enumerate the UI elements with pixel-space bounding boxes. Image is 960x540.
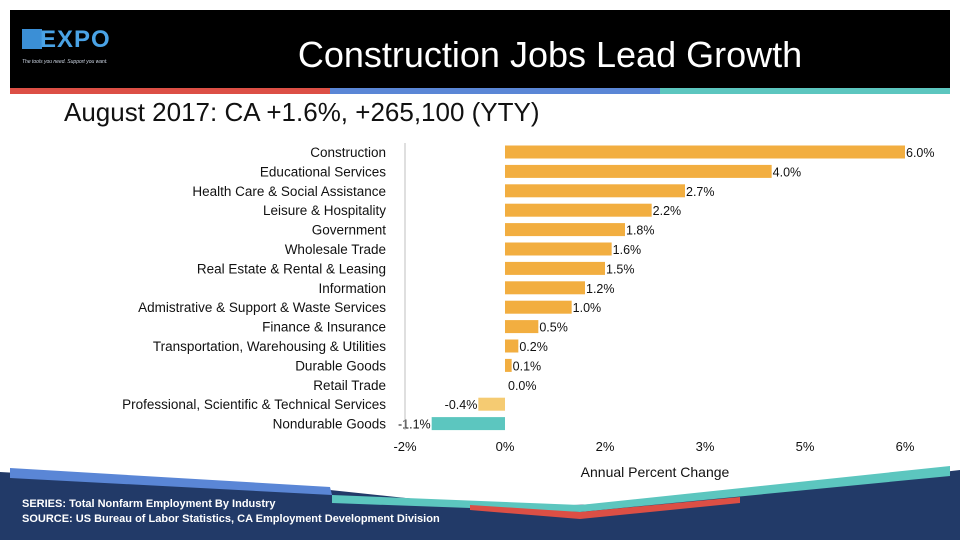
bar bbox=[505, 145, 905, 159]
bar bbox=[478, 397, 505, 411]
data-label: 1.5% bbox=[606, 262, 635, 276]
category-label: Government bbox=[312, 223, 387, 238]
footer-blue-ribbon bbox=[10, 468, 332, 495]
category-label: Finance & Insurance bbox=[262, 320, 386, 335]
x-tick-label: 0% bbox=[496, 439, 515, 454]
expo-logo: EXPO The tools you need. Support you wan… bbox=[22, 26, 122, 76]
category-label: Educational Services bbox=[260, 164, 386, 179]
footer-teal-ribbon bbox=[332, 466, 950, 512]
footer-red-ribbon bbox=[470, 497, 740, 519]
series-note: SERIES: Total Nonfarm Employment By Indu… bbox=[22, 498, 276, 510]
chart-subtitle: August 2017: CA +1.6%, +265,100 (YTY) bbox=[64, 97, 540, 127]
source-note: SOURCE: US Bureau of Labor Statistics, C… bbox=[22, 513, 440, 525]
footer-decoration bbox=[0, 466, 960, 540]
x-tick-label: -2% bbox=[393, 439, 417, 454]
slide-title: Construction Jobs Lead Growth bbox=[297, 34, 803, 75]
category-label: Nondurable Goods bbox=[273, 417, 387, 432]
data-label: 0.2% bbox=[519, 340, 548, 354]
category-label: Wholesale Trade bbox=[285, 242, 386, 257]
data-label: 2.7% bbox=[686, 185, 715, 199]
category-label: Information bbox=[318, 281, 386, 296]
data-label: 0.5% bbox=[539, 321, 568, 335]
category-label: Real Estate & Rental & Leasing bbox=[197, 261, 386, 276]
logo-tagline: The tools you need. Support you want. bbox=[22, 59, 108, 65]
bar bbox=[505, 184, 685, 198]
bar bbox=[505, 320, 539, 334]
x-axis-title: Annual Percent Change bbox=[581, 464, 730, 480]
bar bbox=[505, 203, 652, 217]
bar bbox=[505, 358, 512, 372]
header-stripe-blue bbox=[330, 88, 660, 94]
bar bbox=[505, 339, 519, 353]
header-stripe-red bbox=[10, 88, 330, 94]
bar bbox=[505, 300, 572, 314]
logo-flag-icon bbox=[22, 29, 42, 49]
bar bbox=[505, 223, 625, 237]
x-tick-label: 2% bbox=[596, 439, 615, 454]
data-label: 0.1% bbox=[513, 359, 542, 373]
category-label: Admistrative & Support & Waste Services bbox=[138, 300, 386, 315]
data-label: 2.2% bbox=[653, 204, 682, 218]
data-label: 4.0% bbox=[773, 165, 802, 179]
category-label: Professional, Scientific & Technical Ser… bbox=[122, 397, 386, 412]
category-label: Transportation, Warehousing & Utilities bbox=[153, 339, 386, 354]
data-label: -0.4% bbox=[445, 398, 478, 412]
data-label: 1.0% bbox=[573, 301, 602, 315]
category-label: Durable Goods bbox=[295, 358, 386, 373]
category-label: Construction bbox=[310, 145, 386, 160]
data-label: 0.0% bbox=[508, 379, 537, 393]
header-stripe-teal bbox=[660, 88, 950, 94]
category-label: Health Care & Social Assistance bbox=[192, 184, 386, 199]
data-label: -1.1% bbox=[398, 418, 431, 432]
x-tick-label: 5% bbox=[796, 439, 815, 454]
x-tick-label: 6% bbox=[896, 439, 915, 454]
bar bbox=[505, 281, 585, 295]
category-label: Leisure & Hospitality bbox=[263, 203, 386, 218]
logo-text: EXPO bbox=[40, 26, 111, 53]
data-label: 1.2% bbox=[586, 282, 615, 296]
bar bbox=[505, 261, 605, 275]
x-tick-label: 3% bbox=[696, 439, 715, 454]
bar bbox=[431, 417, 505, 431]
data-label: 6.0% bbox=[906, 146, 935, 160]
header-bar: EXPO The tools you need. Support you wan… bbox=[10, 10, 950, 88]
category-label: Retail Trade bbox=[313, 378, 386, 393]
data-label: 1.8% bbox=[626, 224, 655, 238]
data-label: 1.6% bbox=[613, 243, 642, 257]
bar bbox=[505, 242, 612, 256]
bar bbox=[505, 164, 772, 178]
